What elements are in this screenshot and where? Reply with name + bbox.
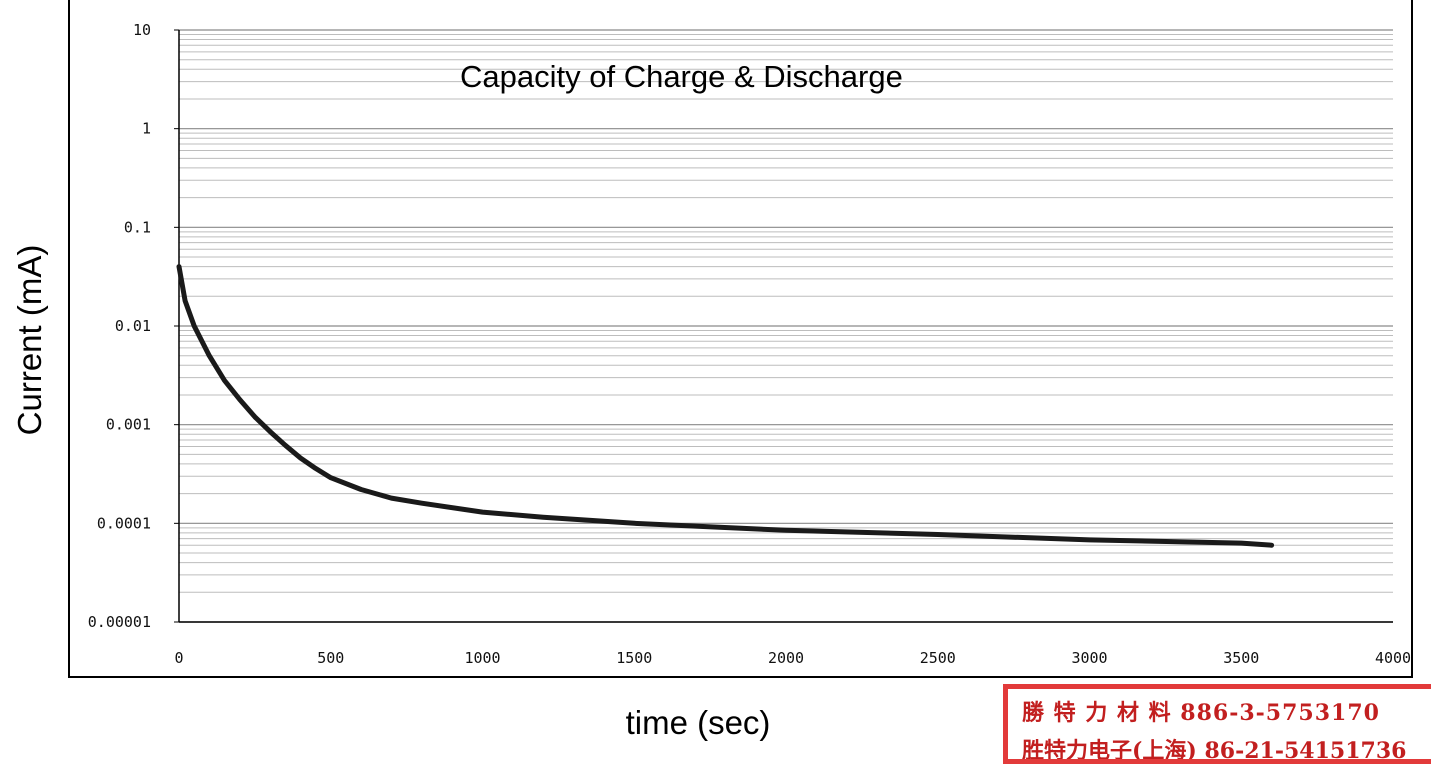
y-axis-label: Current (mA) — [11, 244, 48, 436]
x-tick-label: 4000 — [1375, 649, 1411, 667]
x-axis-label: time (sec) — [625, 704, 771, 741]
x-tick-label: 500 — [317, 649, 344, 667]
x-tick-label: 2500 — [920, 649, 956, 667]
stamp-line-1: 勝 特 力 材 料 886-3-5753170 — [1022, 700, 1380, 726]
y-tick-label: 0.0001 — [97, 514, 151, 532]
x-tick-label: 1500 — [616, 649, 652, 667]
chart-plot: 10 1 0.1 0.01 0.001 0.0001 0.00001 0 500 1000 1500… — [88, 21, 1411, 667]
vendor-stamp: 勝 特 力 材 料 886-3-5753170 胜特力电子(上海) 86-21-… — [1003, 684, 1431, 764]
x-tick-label: 3500 — [1223, 649, 1259, 667]
x-tick-label: 2000 — [768, 649, 804, 667]
chart-frame: 10 1 0.1 0.01 0.001 0.0001 0.00001 0 500 1000 1500… — [68, 0, 1413, 678]
y-tick-label: 1 — [142, 120, 151, 138]
y-tick-label: 0.001 — [106, 416, 151, 434]
series-line — [176, 264, 1275, 548]
stamp-line-2: 胜特力电子(上海) 86-21-54151736 — [1022, 738, 1407, 764]
chart-title: Capacity of Charge & Discharge — [460, 59, 903, 94]
x-tick-label: 0 — [174, 649, 183, 667]
y-tick-label: 0.00001 — [88, 613, 151, 631]
y-tick-label: 0.01 — [115, 317, 151, 335]
y-tick-label: 0.1 — [124, 218, 151, 236]
y-tick-label: 10 — [133, 21, 151, 39]
x-tick-label: 1000 — [464, 649, 500, 667]
x-tick-label: 3000 — [1071, 649, 1107, 667]
